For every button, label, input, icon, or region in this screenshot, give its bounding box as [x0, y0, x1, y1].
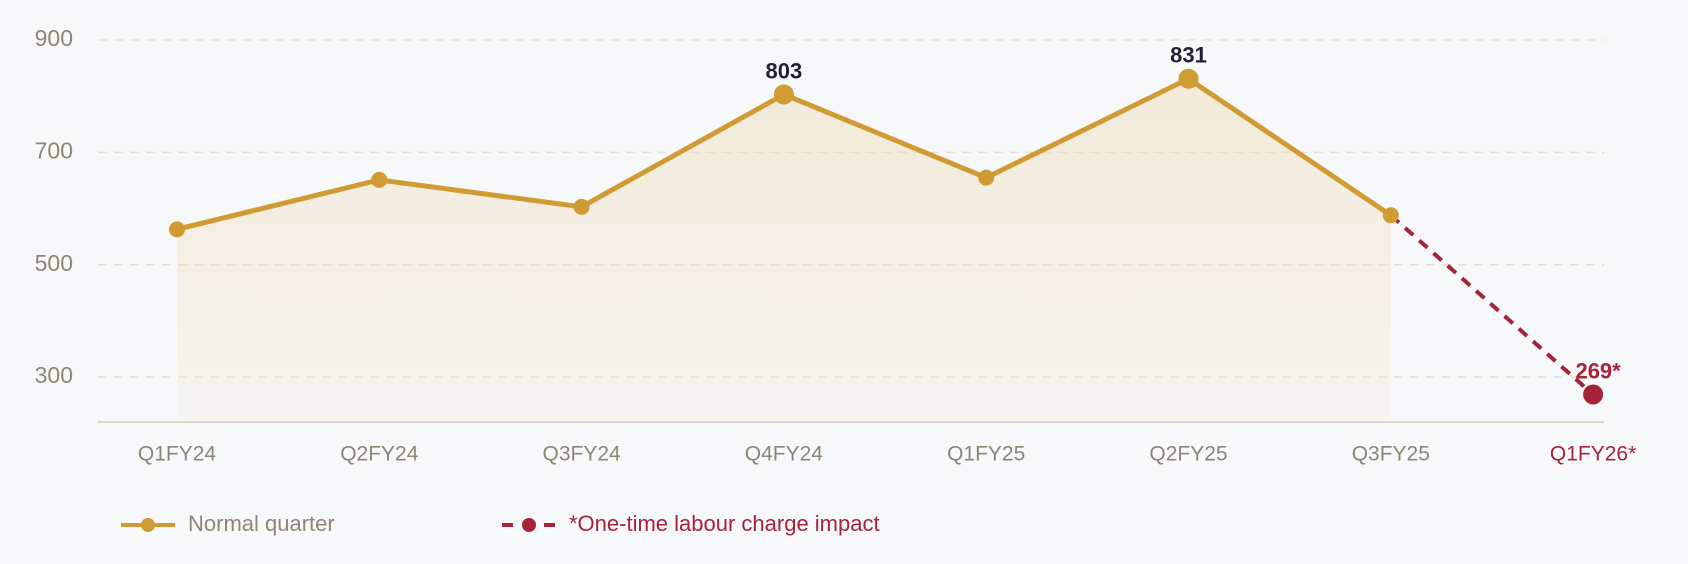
- x-tick-label: Q3FY24: [542, 443, 621, 466]
- value-label: 803: [766, 58, 803, 83]
- value-label: 831: [1170, 43, 1207, 68]
- point: [1382, 207, 1399, 224]
- x-tick-label: Q3FY25: [1352, 443, 1430, 466]
- point: [978, 169, 995, 186]
- x-tick-label: Q1FY24: [138, 443, 217, 466]
- legend-dot: [141, 518, 155, 532]
- x-tick-label: Q4FY24: [745, 443, 824, 466]
- x-tick-label: Q2FY25: [1149, 443, 1227, 466]
- area: [177, 78, 1391, 422]
- x-tick-label: Q2FY24: [340, 443, 419, 466]
- y-tick-label: 900: [35, 25, 73, 51]
- x-tick-label: Q1FY25: [947, 443, 1025, 466]
- y-tick-label: 300: [35, 362, 73, 388]
- value-label: 269*: [1575, 358, 1621, 383]
- legend-label: Normal quarter: [188, 511, 335, 536]
- y-tick-label: 700: [35, 137, 73, 163]
- x-tick-label: Q1FY26*: [1550, 443, 1636, 466]
- y-tick-label: 500: [35, 250, 73, 276]
- point: [169, 221, 185, 238]
- point: [1583, 384, 1604, 405]
- point: [573, 198, 590, 215]
- point: [371, 171, 388, 188]
- legend-dot: [522, 518, 536, 532]
- point: [1178, 68, 1199, 89]
- line: [1389, 213, 1595, 396]
- point: [773, 84, 794, 105]
- legend-label: *One-time labour charge impact: [569, 511, 880, 536]
